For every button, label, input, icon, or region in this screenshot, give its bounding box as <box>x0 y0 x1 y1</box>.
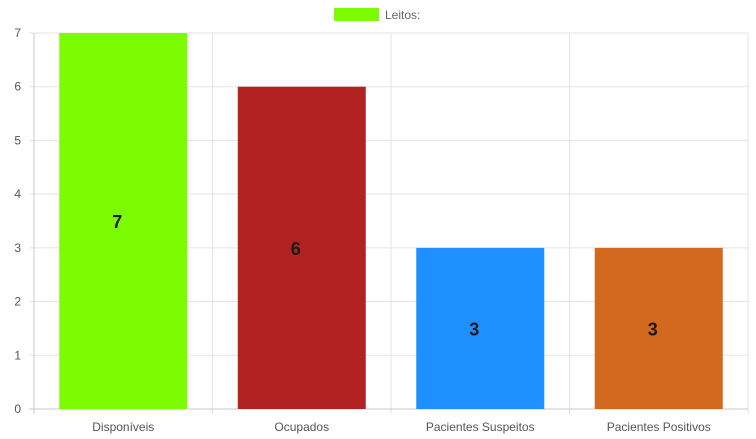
legend-swatch <box>334 8 379 21</box>
bar-value-label: 6 <box>291 239 301 259</box>
x-axis: Disponíveis Ocupados Pacientes Suspeitos Pa… <box>92 420 711 434</box>
y-tick-label: 2 <box>14 295 21 309</box>
legend[interactable]: Leitos: <box>334 8 420 22</box>
x-tick-label: Pacientes Positivos <box>607 420 711 434</box>
y-axis: 0 1 2 3 4 5 6 7 <box>14 26 21 416</box>
y-tick-label: 6 <box>14 80 21 94</box>
bar-value-label: 7 <box>112 212 122 232</box>
x-tick-label: Disponíveis <box>92 420 154 434</box>
bars <box>59 33 723 409</box>
bar[interactable] <box>237 86 366 409</box>
bar[interactable] <box>594 247 723 409</box>
y-tick-label: 0 <box>14 402 21 416</box>
bar-value-label: 3 <box>648 319 658 339</box>
bar[interactable] <box>59 33 188 409</box>
y-tick-label: 7 <box>14 26 21 40</box>
bar-value-label: 3 <box>469 319 479 339</box>
y-tick-label: 3 <box>14 241 21 255</box>
legend-label: Leitos: <box>385 8 420 22</box>
bar[interactable] <box>416 247 545 409</box>
x-tick-label: Pacientes Suspeitos <box>426 420 535 434</box>
data-labels: 7 6 3 3 <box>112 212 658 339</box>
x-tick-label: Ocupados <box>274 420 329 434</box>
y-tick-label: 5 <box>14 133 21 147</box>
y-tick-label: 4 <box>14 187 21 201</box>
y-tick-label: 1 <box>14 348 21 362</box>
